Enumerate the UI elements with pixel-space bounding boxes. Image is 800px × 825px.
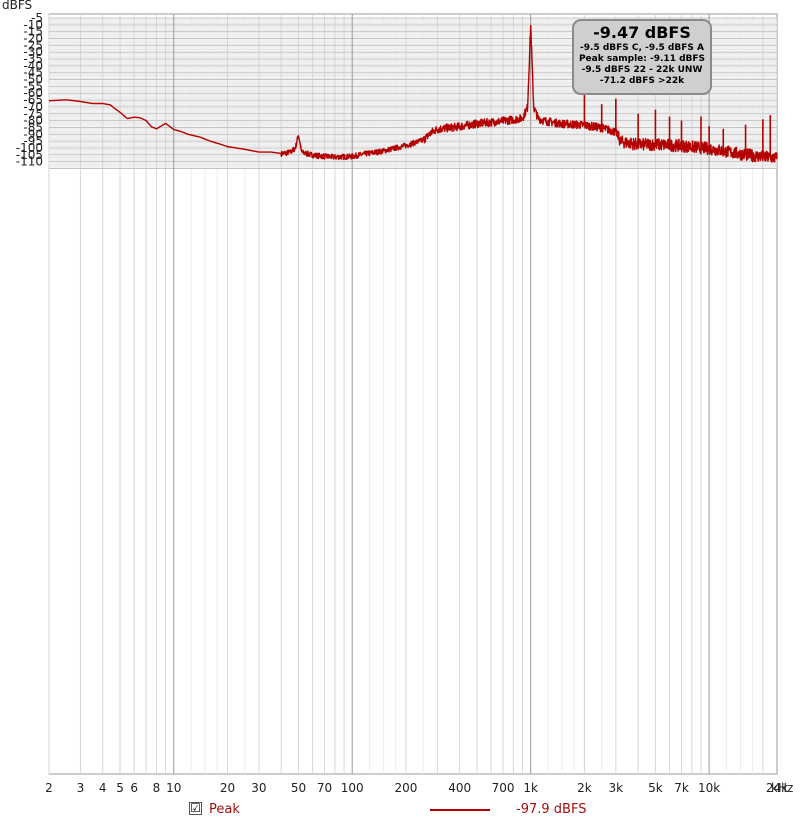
y-tick-label: -45 (23, 66, 43, 80)
x-tick-label: 70 (317, 781, 332, 795)
y-tick-label: -70 (23, 100, 43, 114)
x-tick-label: 3k (609, 781, 624, 795)
y-tick-label: -40 (23, 59, 43, 73)
y-tick-label: -65 (23, 93, 43, 107)
x-tick-label: 2 (45, 781, 53, 795)
x-tick-label: 4 (99, 781, 107, 795)
legend-swatch (430, 809, 490, 811)
y-tick-label: -85 (23, 120, 43, 134)
peak-checkbox[interactable]: ☑ (189, 801, 202, 815)
series-group (48, 24, 778, 163)
y-tick-label: -80 (23, 114, 43, 128)
x-tick-label: 30 (251, 781, 266, 795)
y-tick-label: -10 (23, 18, 43, 32)
readout-line-3: -9.5 dBFS 22 - 22k UNW (581, 65, 703, 75)
x-tick-label: 10k (698, 781, 720, 795)
y-tick-label: -75 (23, 107, 43, 121)
x-tick-label: 3 (77, 781, 85, 795)
y-tick-label: -100 (16, 141, 43, 155)
readout-line-1: -9.5 dBFS C, -9.5 dBFS A (580, 43, 704, 53)
spectrum-chart: -5-10-15-20-25-30-35-40-45-50-55-60-65-7… (2, 0, 793, 795)
y-tick-label: -20 (23, 32, 43, 46)
x-tick-label: 5 (116, 781, 124, 795)
legend-series-value: -97.9 dBFS (516, 802, 587, 817)
x-tick-label: 6 (130, 781, 138, 795)
x-tick-label: 200 (394, 781, 417, 795)
level-readout-panel: -9.47 dBFS -9.5 dBFS C, -9.5 dBFS A Peak… (572, 19, 712, 95)
y-tick-label: -95 (23, 134, 43, 148)
y-tick-label: -60 (23, 86, 43, 100)
x-tick-label: 5k (648, 781, 663, 795)
x-tick-label: 1k (523, 781, 538, 795)
readout-line-2: Peak sample: -9.11 dBFS (578, 54, 706, 64)
x-tick-labels: 2 3 4 5 6 8 10 20 30 50 70 100 200 400 700 1k 2k 3k 5k 7k 10… (45, 781, 788, 795)
y-tick-label: -105 (16, 148, 43, 162)
y-tick-label: -25 (23, 38, 43, 52)
y-tick-label: -5 (31, 11, 43, 25)
y-tick-label: -15 (23, 25, 43, 39)
y-tick-label: -55 (23, 79, 43, 93)
x-axis-unit-label: kHz (771, 781, 793, 795)
y-tick-label: -90 (23, 127, 43, 141)
y-tick-label: -110 (16, 155, 43, 169)
x-tick-label: 100 (341, 781, 364, 795)
x-tick-label: 50 (291, 781, 306, 795)
legend: ☑ Peak -97.9 dBFS (0, 800, 800, 822)
x-tick-label: 7k (674, 781, 689, 795)
y-tick-labels: -5-10-15-20-25-30-35-40-45-50-55-60-65-7… (16, 11, 43, 169)
x-tick-label: 24k (766, 781, 788, 795)
x-tick-label: 2k (577, 781, 592, 795)
y-tick-label: -50 (23, 73, 43, 87)
x-tick-label: 20 (220, 781, 235, 795)
x-tick-label: 8 (153, 781, 161, 795)
x-tick-label: 400 (448, 781, 471, 795)
readout-line-4: -71.2 dBFS >22k (599, 76, 685, 86)
readout-main-value: -9.47 dBFS (593, 23, 691, 42)
y-tick-label: -35 (23, 52, 43, 66)
x-tick-label: 700 (492, 781, 515, 795)
y-tick-label: -30 (23, 45, 43, 59)
legend-series-name[interactable]: Peak (209, 802, 240, 817)
y-axis-label: dBFS (2, 0, 32, 12)
x-tick-label: 10 (166, 781, 181, 795)
